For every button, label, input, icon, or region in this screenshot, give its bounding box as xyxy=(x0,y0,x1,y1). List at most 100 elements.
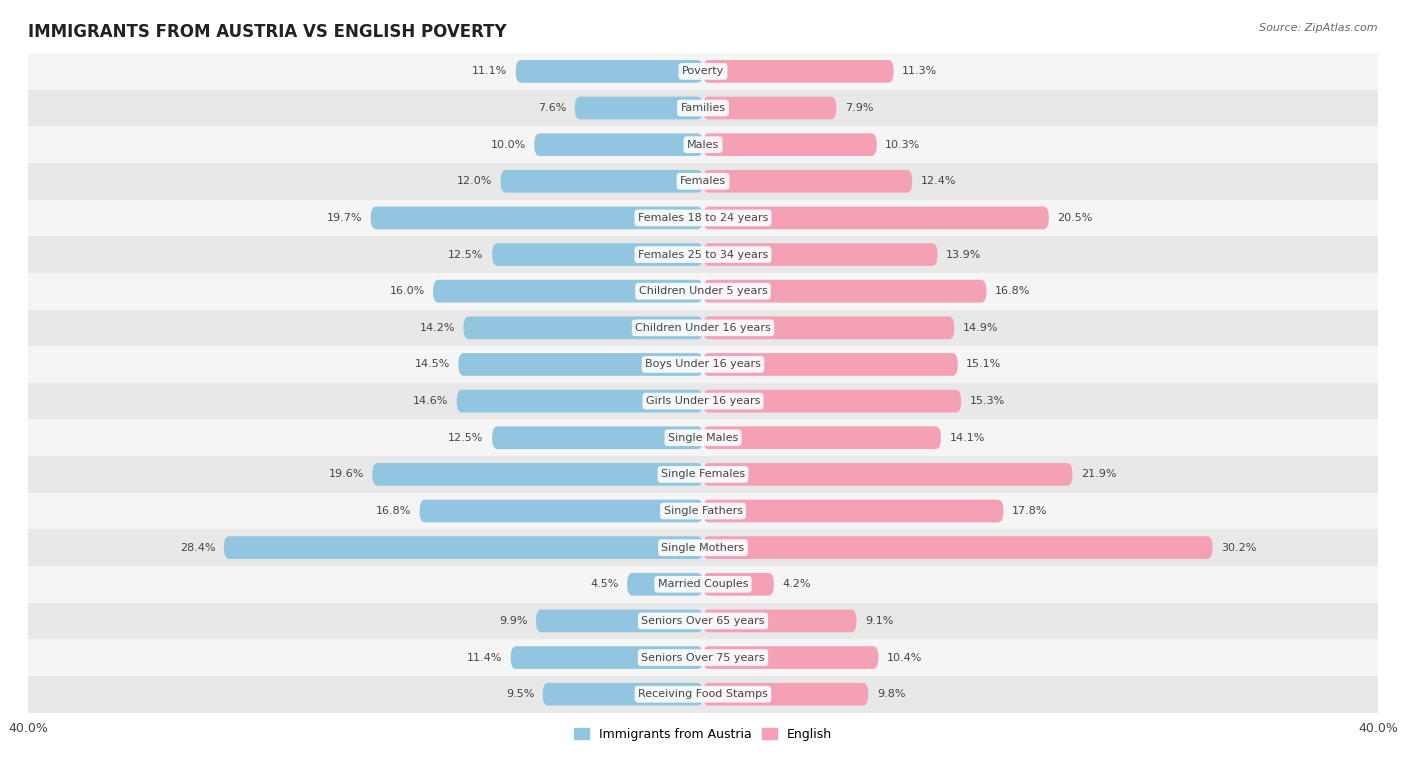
Text: Boys Under 16 years: Boys Under 16 years xyxy=(645,359,761,369)
Text: Single Males: Single Males xyxy=(668,433,738,443)
FancyBboxPatch shape xyxy=(703,647,879,669)
Text: 11.3%: 11.3% xyxy=(903,67,938,77)
FancyBboxPatch shape xyxy=(534,133,703,156)
Text: Seniors Over 65 years: Seniors Over 65 years xyxy=(641,616,765,626)
Bar xyxy=(28,566,1378,603)
Text: 4.2%: 4.2% xyxy=(782,579,811,589)
Text: 21.9%: 21.9% xyxy=(1081,469,1116,479)
FancyBboxPatch shape xyxy=(703,133,877,156)
Text: 9.9%: 9.9% xyxy=(499,616,527,626)
Text: Females 25 to 34 years: Females 25 to 34 years xyxy=(638,249,768,259)
Text: Females 18 to 24 years: Females 18 to 24 years xyxy=(638,213,768,223)
Text: 14.6%: 14.6% xyxy=(413,396,449,406)
FancyBboxPatch shape xyxy=(543,683,703,706)
FancyBboxPatch shape xyxy=(703,97,837,119)
Text: 9.5%: 9.5% xyxy=(506,689,534,699)
Bar xyxy=(28,456,1378,493)
Text: Married Couples: Married Couples xyxy=(658,579,748,589)
FancyBboxPatch shape xyxy=(371,207,703,229)
Text: 16.0%: 16.0% xyxy=(389,287,425,296)
Text: 4.5%: 4.5% xyxy=(591,579,619,589)
FancyBboxPatch shape xyxy=(703,427,941,449)
FancyBboxPatch shape xyxy=(703,537,1212,559)
Bar xyxy=(28,529,1378,566)
FancyBboxPatch shape xyxy=(703,609,856,632)
FancyBboxPatch shape xyxy=(703,207,1049,229)
FancyBboxPatch shape xyxy=(224,537,703,559)
FancyBboxPatch shape xyxy=(373,463,703,486)
FancyBboxPatch shape xyxy=(516,60,703,83)
Text: IMMIGRANTS FROM AUSTRIA VS ENGLISH POVERTY: IMMIGRANTS FROM AUSTRIA VS ENGLISH POVER… xyxy=(28,23,506,41)
Text: 14.1%: 14.1% xyxy=(949,433,984,443)
Text: Single Mothers: Single Mothers xyxy=(661,543,745,553)
Text: 17.8%: 17.8% xyxy=(1012,506,1047,516)
FancyBboxPatch shape xyxy=(510,647,703,669)
Text: 10.4%: 10.4% xyxy=(887,653,922,662)
Text: Females: Females xyxy=(681,177,725,186)
Bar xyxy=(28,309,1378,346)
Text: 15.3%: 15.3% xyxy=(970,396,1005,406)
Text: 7.6%: 7.6% xyxy=(538,103,567,113)
Bar xyxy=(28,346,1378,383)
Text: 9.8%: 9.8% xyxy=(877,689,905,699)
Text: 16.8%: 16.8% xyxy=(375,506,411,516)
Text: 14.9%: 14.9% xyxy=(963,323,998,333)
Text: 12.4%: 12.4% xyxy=(921,177,956,186)
FancyBboxPatch shape xyxy=(703,573,773,596)
FancyBboxPatch shape xyxy=(536,609,703,632)
Text: 16.8%: 16.8% xyxy=(995,287,1031,296)
Bar xyxy=(28,383,1378,419)
Text: 15.1%: 15.1% xyxy=(966,359,1001,369)
Text: 19.6%: 19.6% xyxy=(329,469,364,479)
Legend: Immigrants from Austria, English: Immigrants from Austria, English xyxy=(569,723,837,746)
FancyBboxPatch shape xyxy=(703,683,869,706)
FancyBboxPatch shape xyxy=(703,280,987,302)
FancyBboxPatch shape xyxy=(457,390,703,412)
Bar xyxy=(28,199,1378,236)
Text: Seniors Over 75 years: Seniors Over 75 years xyxy=(641,653,765,662)
Text: Source: ZipAtlas.com: Source: ZipAtlas.com xyxy=(1260,23,1378,33)
Text: 13.9%: 13.9% xyxy=(946,249,981,259)
FancyBboxPatch shape xyxy=(703,60,894,83)
FancyBboxPatch shape xyxy=(627,573,703,596)
Text: 12.5%: 12.5% xyxy=(449,249,484,259)
Bar xyxy=(28,639,1378,676)
Text: 10.0%: 10.0% xyxy=(491,139,526,149)
Bar xyxy=(28,89,1378,127)
FancyBboxPatch shape xyxy=(703,353,957,376)
FancyBboxPatch shape xyxy=(703,243,938,266)
Bar xyxy=(28,603,1378,639)
Bar xyxy=(28,236,1378,273)
Text: Children Under 16 years: Children Under 16 years xyxy=(636,323,770,333)
Text: Poverty: Poverty xyxy=(682,67,724,77)
Text: 11.1%: 11.1% xyxy=(472,67,508,77)
Text: 11.4%: 11.4% xyxy=(467,653,502,662)
FancyBboxPatch shape xyxy=(492,427,703,449)
FancyBboxPatch shape xyxy=(433,280,703,302)
FancyBboxPatch shape xyxy=(501,170,703,193)
FancyBboxPatch shape xyxy=(492,243,703,266)
FancyBboxPatch shape xyxy=(575,97,703,119)
Text: Children Under 5 years: Children Under 5 years xyxy=(638,287,768,296)
Text: Males: Males xyxy=(688,139,718,149)
Text: Families: Families xyxy=(681,103,725,113)
Text: 30.2%: 30.2% xyxy=(1220,543,1257,553)
FancyBboxPatch shape xyxy=(703,500,1004,522)
FancyBboxPatch shape xyxy=(703,463,1073,486)
Bar xyxy=(28,419,1378,456)
Bar xyxy=(28,53,1378,89)
Bar xyxy=(28,273,1378,309)
Bar xyxy=(28,163,1378,199)
Text: 14.2%: 14.2% xyxy=(419,323,456,333)
FancyBboxPatch shape xyxy=(458,353,703,376)
FancyBboxPatch shape xyxy=(703,317,955,339)
FancyBboxPatch shape xyxy=(703,390,962,412)
Text: 14.5%: 14.5% xyxy=(415,359,450,369)
Bar xyxy=(28,676,1378,713)
Text: 9.1%: 9.1% xyxy=(865,616,893,626)
Text: 12.5%: 12.5% xyxy=(449,433,484,443)
FancyBboxPatch shape xyxy=(419,500,703,522)
Text: 28.4%: 28.4% xyxy=(180,543,215,553)
Text: Girls Under 16 years: Girls Under 16 years xyxy=(645,396,761,406)
FancyBboxPatch shape xyxy=(464,317,703,339)
